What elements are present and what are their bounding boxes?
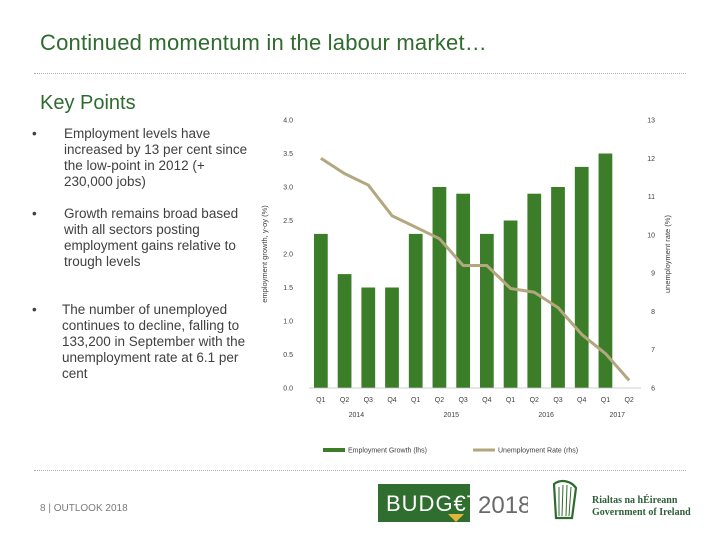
title-divider (34, 73, 686, 74)
x-tick-label: Q2 (624, 397, 633, 404)
y2-tick-label: 10 (647, 232, 655, 239)
y-tick-label: 2.0 (283, 252, 293, 259)
government-of-ireland-logo: Rialtas na hÉireann Government of Irelan… (592, 495, 691, 519)
x-tick-label: Q2 (530, 397, 539, 404)
y2-tick-label: 8 (651, 309, 655, 316)
x-tick-label: Q3 (364, 397, 373, 404)
legend-label-unemployment: Unemployment Rate (rhs) (498, 448, 578, 455)
x-tick-label: Q2 (340, 397, 349, 404)
footer-page-label: 8 | OUTLOOK 2018 (40, 503, 128, 514)
harp-icon (552, 479, 578, 520)
key-points-list: Employment levels have increased by 13 p… (30, 126, 255, 403)
y2-tick-label: 12 (647, 156, 655, 163)
y-tick-label: 1.5 (283, 285, 293, 292)
y2-tick-label: 13 (647, 118, 655, 125)
employment-growth-bar (385, 287, 399, 388)
employment-growth-bar (598, 153, 613, 388)
key-point-2: Growth remains broad based with all sect… (30, 206, 255, 270)
employment-growth-bar (503, 220, 518, 388)
x-tick-label: Q4 (577, 397, 586, 404)
x-tick-label: Q4 (387, 397, 396, 404)
x-tick-label: Q3 (458, 397, 467, 404)
key-point-1: Employment levels have increased by 13 p… (30, 126, 255, 190)
slide-title: Continued momentum in the labour market… (40, 30, 487, 55)
budget-logo-year: 2018 (478, 492, 528, 519)
key-points-heading: Key Points (40, 92, 136, 114)
y-tick-label: 2.5 (283, 218, 293, 225)
y-tick-label: 3.5 (283, 151, 293, 158)
x-tick-label: Q1 (316, 397, 325, 404)
x-year-label: 2016 (538, 412, 554, 419)
y2-tick-label: 11 (648, 194, 655, 201)
employment-growth-bar (361, 287, 376, 388)
employment-growth-bar (408, 233, 423, 388)
employment-growth-bar (337, 274, 352, 388)
budget-logo-word: BUDG€T (386, 491, 481, 516)
y2-tick-label: 6 (651, 386, 655, 393)
legend-swatch-employment (323, 448, 345, 452)
legend-label-employment: Employment Growth (lhs) (348, 448, 427, 455)
y-tick-label: 0.5 (283, 352, 293, 359)
x-year-label: 2014 (349, 412, 365, 419)
x-tick-label: Q2 (435, 397, 444, 404)
employment-growth-bar (551, 187, 565, 388)
x-tick-label: Q1 (411, 397, 420, 404)
y-axis-title: employment growth, y-oy (%) (260, 205, 269, 303)
y-tick-label: 3.0 (283, 185, 293, 192)
y-tick-label: 4.0 (283, 118, 293, 125)
employment-growth-bar (313, 233, 328, 388)
y2-axis-title: unemployment rate (%) (663, 215, 672, 293)
unemployment-rate-line (320, 157, 631, 382)
x-tick-label: Q3 (553, 397, 562, 404)
y2-tick-label: 9 (651, 271, 655, 278)
gov-logo-line-irish: Rialtas na hÉireann (592, 495, 678, 506)
employment-growth-bar (432, 187, 447, 388)
employment-growth-bar (574, 166, 589, 388)
budget-2018-logo: BUDG€T 2018 (378, 484, 528, 522)
y-tick-label: 1.0 (283, 319, 293, 326)
x-tick-label: Q1 (601, 397, 610, 404)
y-tick-label: 0.0 (283, 386, 293, 393)
x-tick-label: Q1 (506, 397, 515, 404)
x-year-label: 2017 (609, 412, 625, 419)
x-year-label: 2015 (443, 412, 459, 419)
employment-growth-bar (456, 193, 471, 388)
footer-divider (34, 470, 686, 471)
employment-chart: 0.0 0.5 1.0 1.5 2.0 2.5 3.0 3.5 4.0 6 7 8 9 10 11 12 13 e… (260, 118, 672, 455)
x-tick-label: Q4 (482, 397, 491, 404)
key-point-3: The number of unemployed continues to de… (30, 302, 255, 382)
gov-logo-line-english: Government of Ireland (592, 507, 691, 518)
budget-logo-notch (448, 514, 464, 522)
employment-growth-bar (479, 233, 494, 388)
y2-tick-label: 7 (651, 347, 655, 354)
